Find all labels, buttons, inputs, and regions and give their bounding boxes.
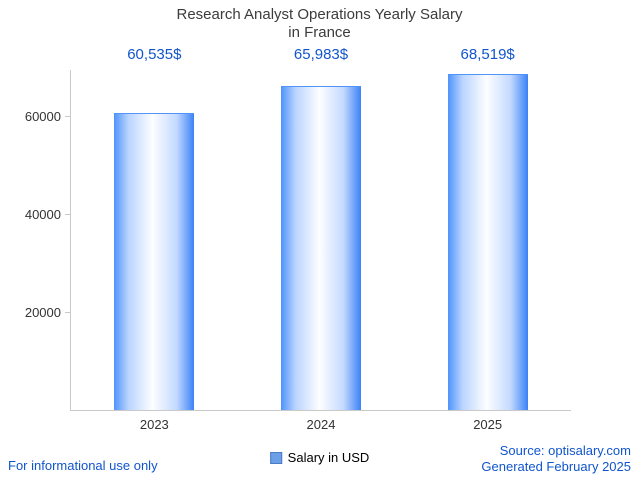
bar-2025[interactable] xyxy=(447,74,528,410)
disclaimer-text: For informational use only xyxy=(8,458,158,473)
y-axis-tick xyxy=(65,311,71,313)
legend[interactable]: Salary in USD xyxy=(269,450,370,465)
chart-title-line1: Research Analyst Operations Yearly Salar… xyxy=(176,6,463,23)
legend-swatch-icon xyxy=(269,451,282,464)
chart-title: Research Analyst Operations Yearly Salar… xyxy=(0,6,639,42)
y-axis-tick xyxy=(65,213,71,215)
generated-date: Generated February 2025 xyxy=(481,458,631,474)
bar-2023[interactable] xyxy=(114,113,195,410)
x-axis-label-2024: 2024 xyxy=(306,417,336,432)
x-axis-label-2025: 2025 xyxy=(473,417,503,432)
chart-title-line2: in France xyxy=(288,24,351,41)
legend-label: Salary in USD xyxy=(287,450,370,465)
y-axis-tick-label: 60000 xyxy=(24,109,61,125)
footer-right: Source: optisalary.com Generated Februar… xyxy=(481,443,631,476)
bar-value-label-2024: 65,983$ xyxy=(293,46,349,63)
y-axis-tick-label: 40000 xyxy=(24,207,61,223)
bar-value-label-2023: 60,535$ xyxy=(127,46,182,63)
x-axis-label-2023: 2023 xyxy=(139,417,169,432)
y-axis-tick xyxy=(65,115,71,117)
source-link[interactable]: Source: optisalary.com xyxy=(499,442,631,458)
bar-value-label-2025: 68,519$ xyxy=(460,46,515,63)
y-axis-tick-label: 20000 xyxy=(24,305,61,321)
plot-area: 20000 40000 60000 60,535$ 2023 65,983$ 2024 68,… xyxy=(25,46,571,432)
bar-2024[interactable] xyxy=(281,86,361,410)
